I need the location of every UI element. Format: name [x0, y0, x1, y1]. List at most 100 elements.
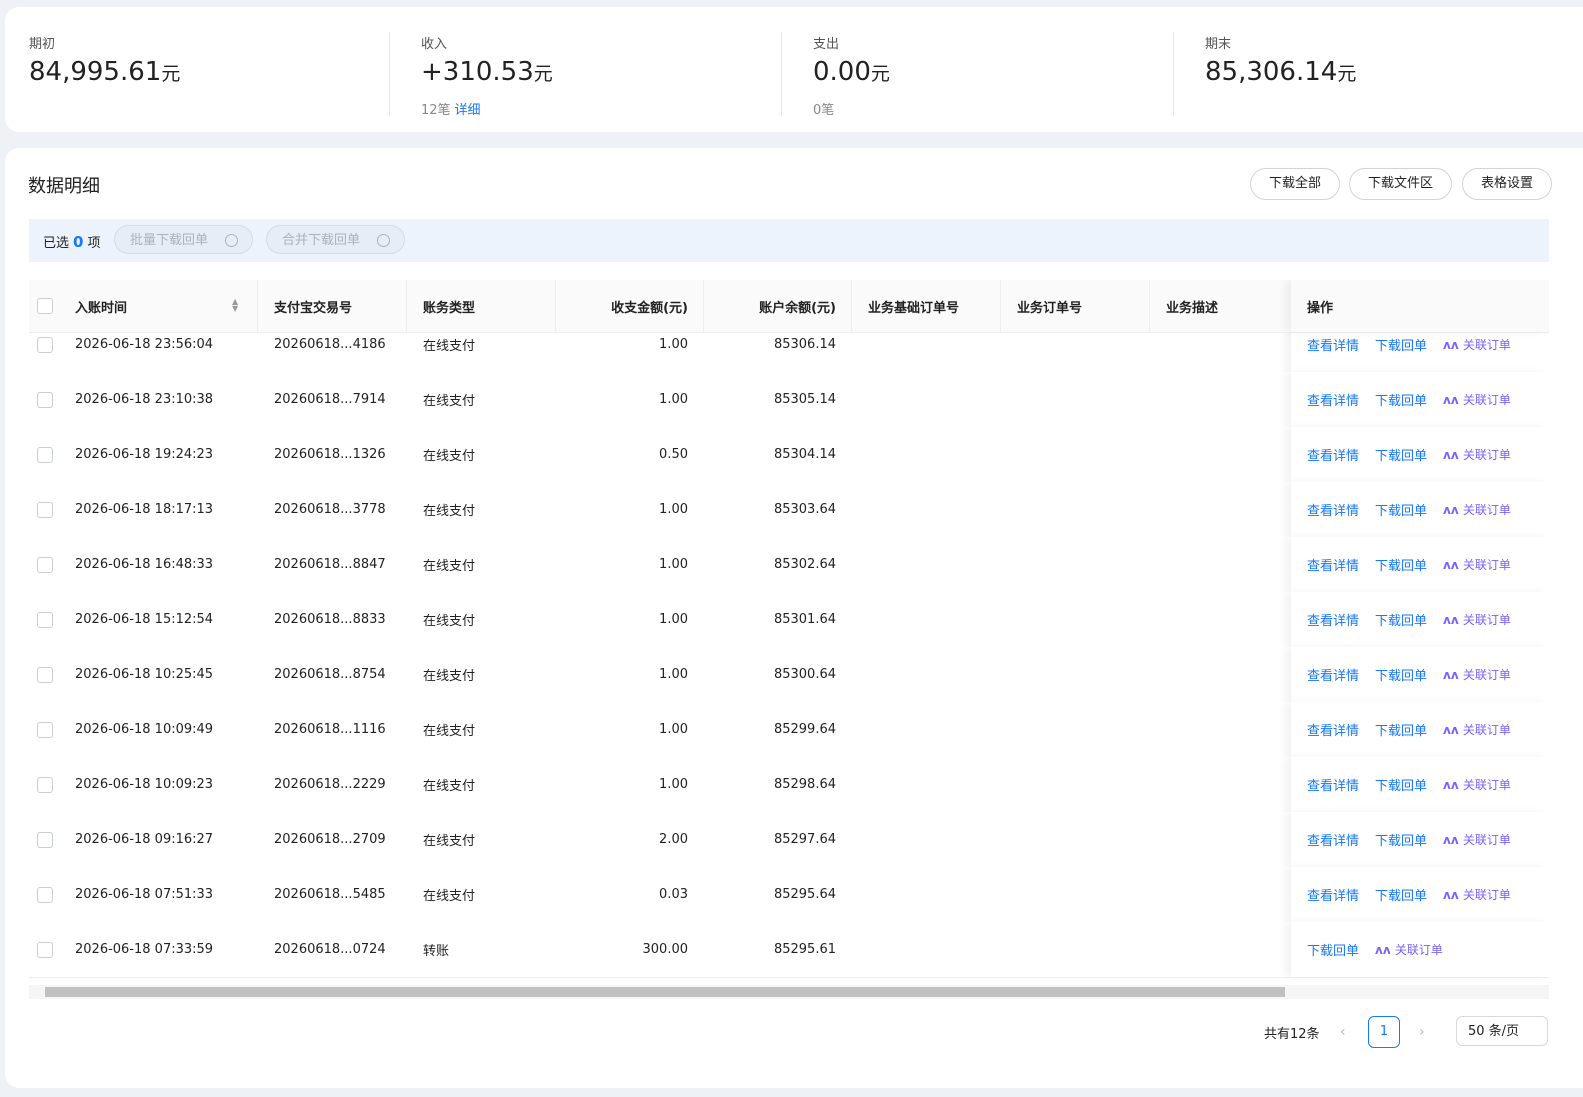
scrollbar[interactable] [29, 985, 1549, 999]
action-link[interactable]: 查看详情 [1307, 500, 1359, 519]
checkbox[interactable] [37, 502, 53, 518]
table-cell: 2026-06-18 16:48:33 [75, 557, 214, 572]
related-order-link[interactable]: ʌʌ 关联订单 [1443, 556, 1511, 573]
info-icon [377, 234, 390, 247]
action-link[interactable]: 下载回单 [1375, 830, 1427, 849]
ai-icon: ʌʌ [1443, 833, 1463, 847]
table-cell: 2026-06-18 10:09:49 [75, 722, 214, 737]
prev-page[interactable]: ‹ [1340, 1024, 1346, 1040]
actions-cell: 查看详情 下载回单 ʌʌ 关联订单 [1291, 702, 1549, 757]
action-link[interactable]: 下载回单 [1375, 665, 1427, 684]
checkbox[interactable] [37, 612, 53, 628]
action-link[interactable]: 下载回单 [1375, 610, 1427, 629]
column-header: 支付宝交易号 [257, 280, 407, 332]
ai-icon: ʌʌ [1443, 668, 1463, 682]
action-link[interactable]: 下载回单 [1375, 445, 1427, 464]
sort-icon[interactable]: ▲ ▼ [232, 297, 239, 313]
action-label: 下载回单 [1375, 669, 1428, 684]
summary-value: +310.53元 [421, 57, 553, 87]
table-cell: 85297.64 [773, 832, 836, 847]
action-link[interactable]: 查看详情 [1307, 775, 1359, 794]
action-link[interactable]: 下载回单 [1375, 885, 1427, 904]
table-cell: 0.50 [659, 447, 688, 462]
checkbox[interactable] [37, 298, 53, 314]
disabled-action[interactable]: 批量下载回单 [114, 225, 253, 254]
selection-prefix: 已选 [43, 236, 70, 251]
action-link[interactable]: 查看详情 [1307, 830, 1359, 849]
table-cell: 0.03 [659, 887, 688, 902]
disabled-action[interactable]: 合并下载回单 [266, 225, 405, 254]
checkbox[interactable] [37, 722, 53, 738]
action-label: 查看详情 [1307, 779, 1360, 794]
action-link[interactable]: 下载回单 [1375, 500, 1427, 519]
checkbox[interactable] [37, 392, 53, 408]
page-size-select[interactable]: 50 条/页 [1456, 1016, 1548, 1046]
ai-icon: ʌʌ [1443, 393, 1463, 407]
summary-value: 85,306.14元 [1205, 57, 1356, 87]
related-order-link[interactable]: ʌʌ 关联订单 [1443, 721, 1511, 738]
related-order-link[interactable]: ʌʌ 关联订单 [1443, 776, 1511, 793]
toolbar-button[interactable]: 下载全部 [1250, 168, 1340, 200]
action-link[interactable]: 查看详情 [1307, 885, 1359, 904]
action-link[interactable]: 查看详情 [1307, 390, 1359, 409]
scroll-thumb[interactable] [45, 987, 1285, 997]
action-label: 关联订单 [1462, 448, 1511, 462]
toolbar-button[interactable]: 下载文件区 [1349, 168, 1452, 200]
action-link[interactable]: 下载回单 [1375, 775, 1427, 794]
checkbox[interactable] [37, 942, 53, 958]
related-order-link[interactable]: ʌʌ 关联订单 [1443, 666, 1511, 683]
related-order-link[interactable]: ʌʌ 关联订单 [1443, 611, 1511, 628]
page-size: 50 条/页 [1468, 1024, 1520, 1039]
related-order-link[interactable]: ʌʌ 关联订单 [1443, 391, 1511, 408]
action-label: 查看详情 [1307, 834, 1360, 849]
current-page[interactable]: 1 [1368, 1016, 1400, 1048]
checkbox[interactable] [37, 337, 53, 353]
table-cell: 2026-06-18 09:16:27 [75, 832, 214, 847]
table-cell: 1.00 [659, 337, 688, 352]
related-order-link[interactable]: ʌʌ 关联订单 [1443, 501, 1511, 518]
table-cell: 在线支付 [423, 614, 476, 629]
detail-link[interactable]: 详细 [454, 103, 481, 118]
checkbox[interactable] [37, 557, 53, 573]
table: 2026-06-18 23:56:04 20260618...4186 在线支付 1.… [29, 280, 1549, 985]
action-label: 查看详情 [1307, 449, 1360, 464]
action-link[interactable]: 查看详情 [1307, 665, 1359, 684]
detail-card: 数据明细 已选 0 项 批量下载回单 合并下载回单 2026-06-18 23:56:0… [5, 148, 1583, 1088]
action-label: 查看详情 [1307, 889, 1360, 904]
action-link[interactable]: 查看详情 [1307, 445, 1359, 464]
action-label: 关联订单 [1462, 833, 1511, 847]
table-cell: 在线支付 [423, 394, 476, 409]
toolbar-button[interactable]: 表格设置 [1462, 168, 1552, 200]
related-order-link[interactable]: ʌʌ 关联订单 [1443, 831, 1511, 848]
checkbox[interactable] [37, 832, 53, 848]
checkbox[interactable] [37, 447, 53, 463]
action-link[interactable]: 下载回单 [1375, 720, 1427, 739]
action-label: 批量下载回单 [130, 233, 209, 248]
checkbox[interactable] [37, 777, 53, 793]
action-label: 查看详情 [1307, 394, 1360, 409]
action-label: 下载回单 [1375, 449, 1428, 464]
action-link[interactable]: 下载回单 [1375, 335, 1427, 354]
action-link[interactable]: 查看详情 [1307, 335, 1359, 354]
related-order-link[interactable]: ʌʌ 关联订单 [1375, 941, 1443, 958]
next-page[interactable]: › [1419, 1024, 1425, 1040]
checkbox[interactable] [37, 887, 53, 903]
action-label: 查看详情 [1307, 559, 1360, 574]
checkbox[interactable] [37, 667, 53, 683]
action-link[interactable]: 查看详情 [1307, 555, 1359, 574]
action-label: 查看详情 [1307, 339, 1360, 354]
selected-count: 已选 0 项 [43, 232, 100, 251]
ai-icon: ʌʌ [1443, 778, 1463, 792]
related-order-link[interactable]: ʌʌ 关联订单 [1443, 336, 1511, 353]
related-order-link[interactable]: ʌʌ 关联订单 [1443, 446, 1511, 463]
action-link[interactable]: 下载回单 [1375, 390, 1427, 409]
action-link[interactable]: 下载回单 [1375, 555, 1427, 574]
action-link[interactable]: 下载回单 [1307, 940, 1359, 959]
action-link[interactable]: 查看详情 [1307, 610, 1359, 629]
table-cell: 在线支付 [423, 449, 476, 464]
action-link[interactable]: 查看详情 [1307, 720, 1359, 739]
table-cell: 1.00 [659, 612, 688, 627]
table-cell: 1.00 [659, 777, 688, 792]
related-order-link[interactable]: ʌʌ 关联订单 [1443, 886, 1511, 903]
